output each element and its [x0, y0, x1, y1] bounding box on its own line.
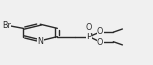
Text: P: P: [86, 32, 92, 41]
Text: O: O: [86, 23, 92, 32]
Text: O: O: [97, 27, 103, 36]
Text: N: N: [37, 37, 43, 46]
Text: Br: Br: [2, 21, 11, 30]
Text: O: O: [97, 38, 103, 47]
